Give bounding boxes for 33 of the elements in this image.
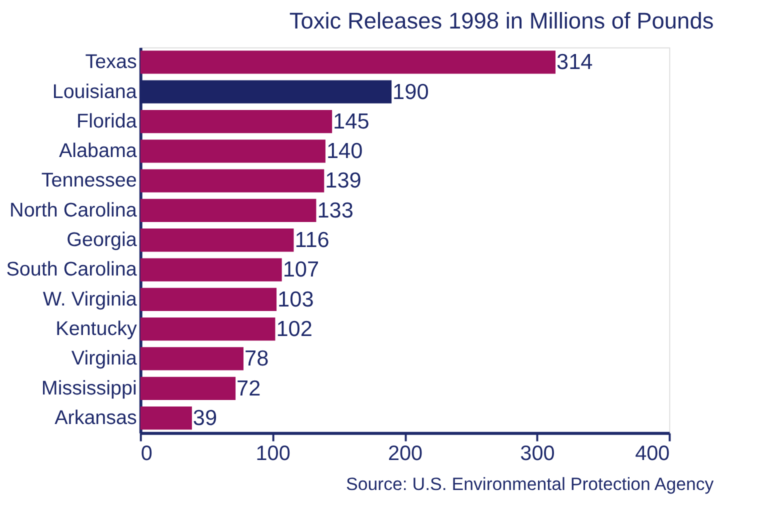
- data-label: 72: [236, 375, 261, 400]
- y-tick-label: W. Virginia: [42, 288, 137, 310]
- data-label: 39: [192, 404, 218, 430]
- chart-title: Toxic Releases 1998 in Millions of Pounds: [289, 8, 714, 34]
- y-tick-label: Tennessee: [41, 170, 137, 192]
- data-label: 139: [325, 168, 362, 193]
- y-tick-label: Florida: [76, 110, 137, 132]
- y-tick-label: Kentucky: [56, 318, 138, 340]
- y-tick-label: Texas: [85, 51, 138, 74]
- x-tick-label: 200: [388, 442, 423, 466]
- y-tick-label: Alabama: [58, 140, 137, 162]
- y-tick-label: Louisiana: [52, 80, 137, 103]
- y-tick-label: Arkansas: [54, 406, 138, 429]
- y-tick-label: Virginia: [71, 348, 137, 370]
- data-label: 107: [282, 256, 320, 282]
- x-tick-label: 300: [520, 442, 555, 466]
- data-label: 78: [244, 346, 269, 371]
- data-label: 133: [317, 197, 354, 222]
- data-label: 116: [294, 227, 330, 252]
- y-tick-label: Mississippi: [41, 377, 137, 400]
- data-label: 102: [276, 316, 312, 342]
- x-tick-label: 400: [635, 442, 670, 466]
- source-note: Source: U.S. Environmental Protection Agency: [346, 474, 714, 494]
- data-label: 140: [326, 138, 363, 164]
- data-label: 145: [333, 108, 370, 134]
- data-label: 103: [278, 286, 314, 312]
- y-tick-label: Georgia: [66, 229, 137, 252]
- data-label: 190: [392, 78, 429, 104]
- data-label: 314: [556, 49, 593, 74]
- y-tick-label: North Carolina: [10, 199, 137, 222]
- y-tick-label: South Carolina: [6, 258, 137, 281]
- x-tick-label: 0: [140, 442, 152, 466]
- x-tick-label: 100: [256, 442, 290, 466]
